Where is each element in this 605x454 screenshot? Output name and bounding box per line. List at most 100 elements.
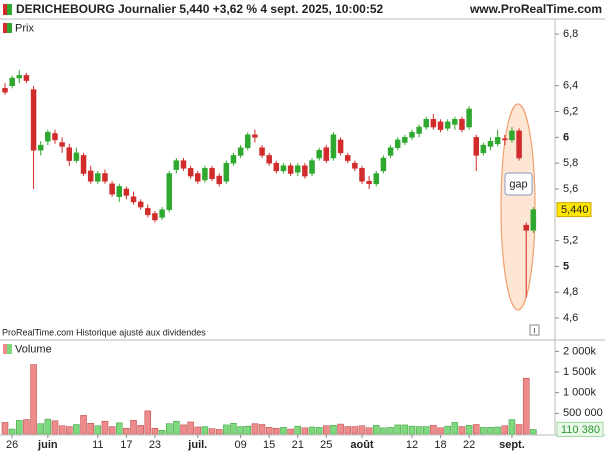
candle-body: [337, 139, 344, 154]
candle-body: [452, 119, 458, 125]
volume-bar: [480, 427, 487, 435]
volume-bar: [73, 424, 80, 435]
source: www.ProRealTime.com: [469, 2, 602, 16]
candle-body: [30, 89, 37, 151]
volume-bar: [1, 422, 9, 435]
volume-bar: [80, 415, 87, 435]
volume-bar: [251, 423, 259, 435]
volume-bar: [237, 426, 244, 435]
volume-bar: [280, 427, 287, 435]
volume-bar: [458, 426, 466, 435]
candle-body: [137, 201, 144, 208]
candle-body: [352, 162, 358, 169]
candle-body: [180, 160, 187, 169]
y-tick-label: 5: [563, 260, 569, 272]
volume-bar: [194, 426, 202, 435]
current-volume-label: 110 380: [561, 424, 600, 436]
volume-bar: [37, 423, 44, 435]
candle-body: [37, 144, 44, 151]
candle-body: [302, 165, 308, 177]
candle-body: [130, 196, 137, 203]
volume-bar: [273, 427, 280, 435]
x-tick-label: août: [350, 439, 374, 451]
x-tick-label: juil.: [187, 439, 207, 451]
volume-bar: [337, 423, 344, 435]
volume-bar: [244, 425, 252, 435]
x-tick-label: 18: [434, 439, 446, 451]
y-tick-label: 6: [563, 131, 569, 143]
annotation-box: [504, 172, 533, 196]
candle-body: [223, 162, 230, 182]
current-price-box: [556, 202, 592, 218]
candle-body: [237, 147, 244, 156]
candle-body: [416, 126, 422, 134]
volume-bar: [401, 424, 409, 435]
volume-bar: [173, 420, 180, 435]
volume-bar: [423, 426, 430, 435]
candle-body: [216, 175, 222, 185]
volume-bar: [515, 424, 523, 435]
volume-bar: [8, 428, 16, 435]
candle-body: [195, 173, 201, 182]
candle-body: [387, 147, 394, 156]
title-icon: [7, 4, 12, 15]
candle-body: [116, 186, 122, 197]
candle-body: [344, 155, 351, 161]
current-volume-box: [556, 421, 604, 437]
panel-icon: [7, 23, 12, 33]
volume-bar: [265, 427, 273, 435]
volume-bar: [208, 428, 216, 435]
candle-body: [530, 209, 537, 231]
volume-bar: [494, 426, 501, 435]
candle-body: [280, 165, 287, 172]
volume-bar: [358, 425, 366, 435]
y-tick-label: 1 000k: [563, 387, 597, 399]
candle-body: [523, 224, 529, 231]
candle-body: [73, 152, 80, 161]
volume-bar: [151, 427, 159, 435]
candle-body: [245, 134, 251, 148]
candle-body: [9, 77, 15, 86]
volume-bar: [444, 425, 451, 435]
candle-body: [23, 75, 30, 81]
volume-bar: [394, 424, 401, 435]
candle-body: [502, 138, 508, 141]
y-tick-label: 6,2: [563, 105, 578, 117]
volume-bar: [101, 420, 109, 435]
volume-bar: [294, 425, 301, 435]
candle-body: [444, 121, 451, 129]
x-tick-label: juin: [37, 439, 58, 451]
volume-bar: [351, 426, 359, 435]
x-tick-label: 15: [263, 439, 275, 451]
note: ProRealTime.com Historique ajusté aux di…: [2, 327, 206, 337]
candle-body: [366, 180, 372, 185]
candle-body: [202, 168, 208, 181]
candle-body: [230, 155, 237, 164]
candle-body: [95, 173, 101, 182]
candle-body: [480, 144, 487, 154]
candle-body: [509, 130, 515, 141]
candle-body: [52, 133, 58, 141]
candle-body: [380, 157, 387, 172]
candle-body: [266, 155, 272, 164]
candle-body: [123, 188, 130, 196]
x-tick-label: 22: [463, 439, 475, 451]
volume-bar: [44, 418, 52, 435]
volume-bar: [258, 424, 266, 435]
candle-body: [45, 131, 51, 142]
panel-label: Volume: [15, 343, 52, 355]
candle-body: [494, 137, 501, 145]
y-tick-label: 4,8: [563, 286, 578, 298]
candle-body: [323, 147, 330, 161]
y-tick-label: 5,2: [563, 235, 578, 247]
volume-bar: [165, 423, 173, 435]
volume-bar: [180, 424, 187, 435]
candle-body: [330, 134, 337, 159]
x-tick-label: 25: [320, 439, 332, 451]
candle-body: [209, 168, 215, 179]
annotation: gap: [509, 178, 527, 190]
volume-bar: [301, 427, 309, 435]
volume-bar: [530, 429, 537, 435]
volume-bar: [94, 425, 102, 435]
